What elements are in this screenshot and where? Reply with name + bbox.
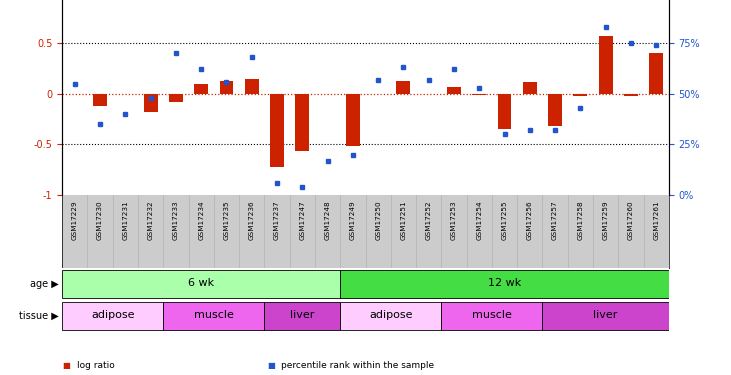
Bar [245,79,259,94]
Text: ■: ■ [267,361,275,370]
Bar [169,94,183,102]
Text: percentile rank within the sample: percentile rank within the sample [281,361,434,370]
Bar [62,302,163,330]
Bar [265,302,340,330]
Text: GSM17235: GSM17235 [224,201,230,240]
Bar [542,302,669,330]
Bar [573,94,587,96]
Bar [163,302,265,330]
Text: GSM17234: GSM17234 [198,201,204,240]
Text: GSM17261: GSM17261 [654,201,659,240]
Bar [93,94,107,106]
Bar [340,270,669,298]
Bar [442,302,542,330]
Text: 6 wk: 6 wk [188,278,214,288]
Text: GSM17233: GSM17233 [173,201,179,240]
Text: GSM17254: GSM17254 [477,201,482,240]
Bar [649,53,663,94]
Text: GSM17231: GSM17231 [122,201,129,240]
Text: muscle: muscle [194,310,234,320]
Bar [340,302,442,330]
Text: adipose: adipose [369,310,412,320]
Text: liver: liver [290,310,314,320]
Text: GSM17230: GSM17230 [97,201,103,240]
Bar [144,94,158,112]
Bar [219,81,233,94]
Bar [396,81,410,94]
Text: GSM17250: GSM17250 [375,201,381,240]
Text: GSM17252: GSM17252 [425,201,432,240]
Bar [599,36,613,94]
Bar [498,94,512,129]
Text: GSM17253: GSM17253 [451,201,457,240]
Text: GSM17251: GSM17251 [401,201,406,240]
Bar [270,94,284,166]
Bar [194,84,208,94]
Text: muscle: muscle [472,310,512,320]
Text: GSM17229: GSM17229 [72,201,77,240]
Text: 12 wk: 12 wk [488,278,521,288]
Text: GSM17260: GSM17260 [628,201,634,240]
Text: GSM17258: GSM17258 [577,201,583,240]
Text: GSM17248: GSM17248 [325,201,330,240]
Text: log ratio: log ratio [77,361,115,370]
Bar [346,94,360,146]
Text: GSM17232: GSM17232 [148,201,154,240]
Text: tissue ▶: tissue ▶ [19,311,58,321]
Text: GSM17249: GSM17249 [350,201,356,240]
Text: liver: liver [594,310,618,320]
Text: GSM17236: GSM17236 [249,201,254,240]
Text: age ▶: age ▶ [30,279,58,289]
Bar [295,94,309,152]
Bar [548,94,562,126]
Bar [447,87,461,94]
Text: GSM17255: GSM17255 [501,201,507,240]
Bar [523,82,537,94]
Bar [624,94,638,96]
Text: GSM17259: GSM17259 [602,201,609,240]
Text: GSM17256: GSM17256 [527,201,533,240]
Text: GSM17247: GSM17247 [299,201,306,240]
Text: adipose: adipose [91,310,135,320]
Text: ■: ■ [62,361,70,370]
Bar [62,270,340,298]
Bar [472,94,486,95]
Text: GSM17237: GSM17237 [274,201,280,240]
Text: GSM17257: GSM17257 [552,201,558,240]
